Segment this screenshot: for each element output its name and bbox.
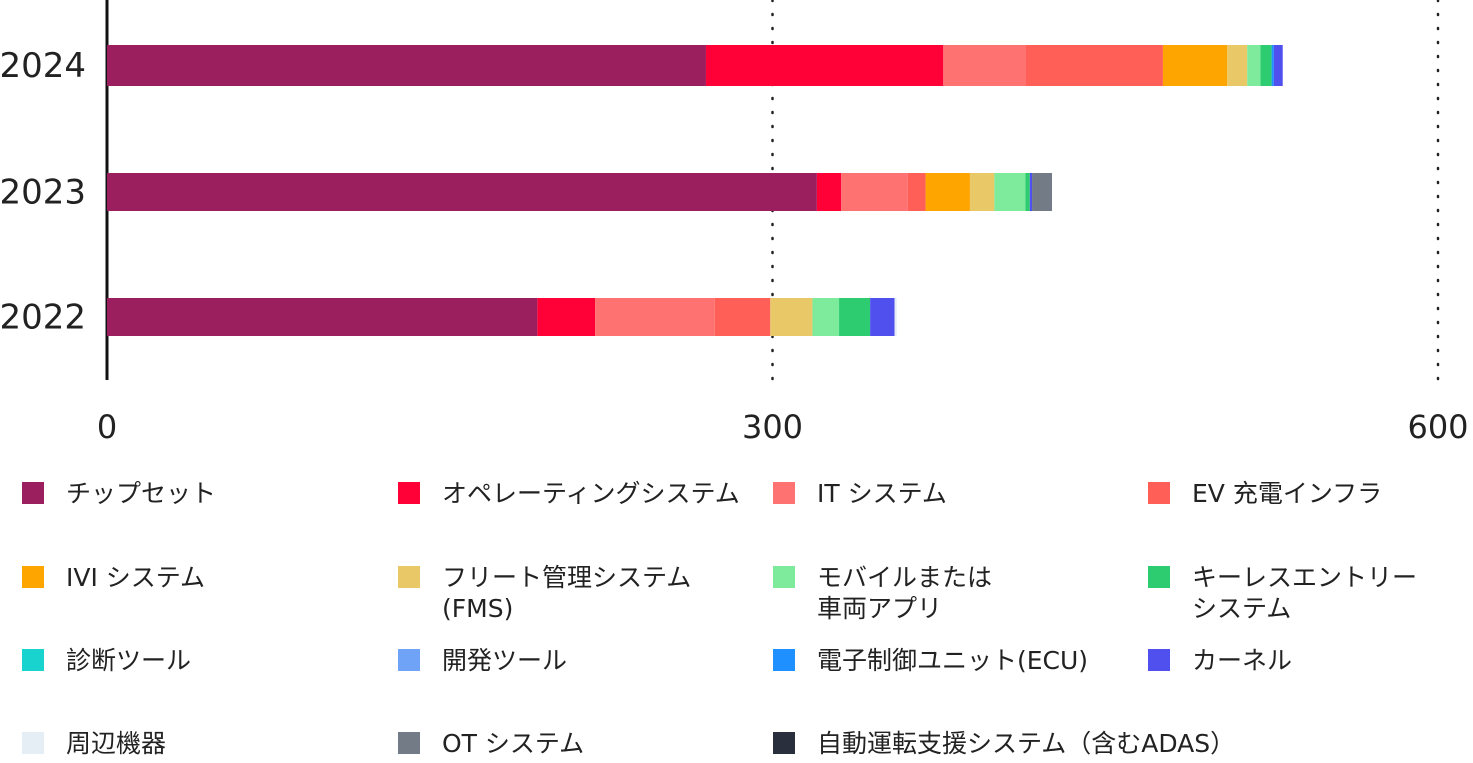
legend-label: 開発ツール [442,646,568,675]
legend-label: IVI システム [66,563,206,592]
legend-swatch [398,649,420,671]
chart: 0 300 600 2024 2023 2022 [0,0,1469,446]
bar-segment [841,173,908,211]
legend-label: EV 充電インフラ [1192,479,1383,508]
legend-item: カーネル [1148,645,1292,676]
legend-swatch [773,649,795,671]
legend-swatch [22,649,44,671]
legend-label: フリート管理システム (FMS) [442,563,692,623]
legend-label: OT システム [442,729,585,758]
y-tick-label: 2022 [0,298,86,338]
bar-segment [1260,45,1272,86]
bar-segment [839,298,871,336]
bar-segment [925,173,970,211]
legend-swatch [773,482,795,504]
legend-item: チップセット [22,478,216,509]
bar-segment [107,298,538,336]
bar-segment [812,298,840,336]
bar-segment [994,173,1026,211]
legend-swatch [22,482,44,504]
bar-segment [537,298,596,336]
legend-swatch [1148,482,1170,504]
bar-segment [1227,45,1248,86]
legend-swatch [398,566,420,588]
legend-swatch [22,732,44,754]
y-tick-label: 2023 [0,173,86,213]
legend-label: カーネル [1192,646,1293,675]
legend-label: オペレーティングシステム [442,479,740,508]
legend-item: 診断ツール [22,645,191,676]
x-tick-label: 600 [1407,408,1468,446]
bar-segment [595,298,715,336]
legend-swatch [773,732,795,754]
bar-segment [107,45,706,86]
bar-segment [907,173,926,211]
legend-swatch [1148,649,1170,671]
bar-segment [1032,173,1053,211]
legend-swatch [398,482,420,504]
x-tick-label: 300 [742,408,803,446]
legend-item: IVI システム [22,562,205,593]
bar-segment [1273,45,1283,86]
legend-item: オペレーティングシステム [398,478,740,509]
legend-swatch [398,732,420,754]
legend-label: チップセット [66,479,217,508]
legend-item: OT システム [398,728,584,759]
legend-item: 開発ツール [398,645,567,676]
y-tick-label: 2024 [0,46,86,86]
bar-segment [1025,173,1030,211]
legend-item: 電子制御ユニット(ECU) [773,645,1088,676]
legend-swatch [773,566,795,588]
bar-segment [1029,173,1033,211]
bar-segment [870,298,895,336]
legend-label: IT システム [817,479,947,508]
legend-item: モバイルまたは 車両アプリ [773,562,992,624]
legend-label: 自動運転支援システム（含むADAS） [817,729,1236,758]
bar-segment [1162,45,1228,86]
bar-segment [969,173,995,211]
legend-swatch [22,566,44,588]
x-tick-label: 0 [97,408,117,446]
bar-segment [894,298,897,336]
legend-item: IT システム [773,478,947,509]
legend-item: キーレスエントリー システム [1148,562,1417,624]
bar-segment [1247,45,1261,86]
bar-segment [943,45,1026,86]
legend-label: 診断ツール [66,646,192,675]
legend-label: キーレスエントリー システム [1192,563,1418,623]
legend-label: モバイルまたは 車両アプリ [817,563,993,623]
legend-item: フリート管理システム (FMS) [398,562,691,624]
legend-item: EV 充電インフラ [1148,478,1382,509]
legend-item: 自動運転支援システム（含むADAS） [773,728,1235,759]
legend-label: 周辺機器 [66,729,167,758]
bar-segment [816,173,842,211]
legend-swatch [1148,566,1170,588]
legend-item: 周辺機器 [22,728,166,759]
bar-segment [1271,45,1274,86]
bar-segment [714,298,771,336]
bar-segment [1025,45,1163,86]
bar-segment [107,173,817,211]
bar-segment [705,45,944,86]
bar-segment [770,298,813,336]
legend-label: 電子制御ユニット(ECU) [817,646,1089,675]
